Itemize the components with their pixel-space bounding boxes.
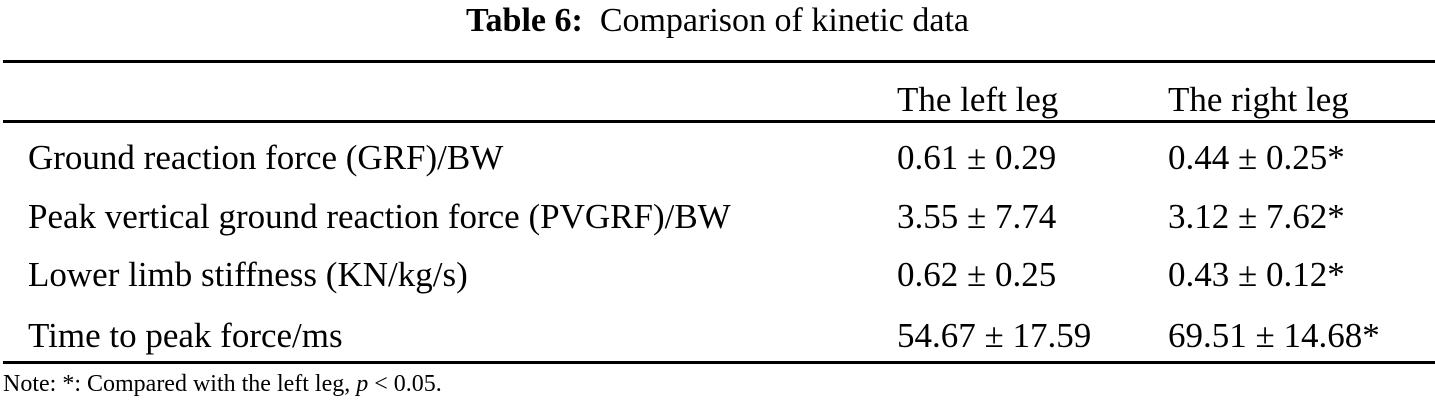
top-rule	[3, 60, 1435, 63]
table-number: Table 6:	[465, 2, 583, 39]
note-prefix: Note: *: Compared with the left leg,	[3, 371, 357, 397]
right-leg-value: 69.51 ± 14.68*	[1168, 316, 1380, 355]
header-right-leg: The right leg	[1168, 80, 1349, 119]
right-leg-value: 0.43 ± 0.12*	[1168, 255, 1345, 294]
row-label: Lower limb stiffness (KN/kg/s)	[28, 255, 468, 294]
table-caption: Table 6: Comparison of kinetic data	[0, 4, 1435, 38]
left-leg-value: 0.62 ± 0.25	[897, 255, 1057, 294]
header-left-leg: The left leg	[897, 80, 1059, 119]
row-label: Ground reaction force (GRF)/BW	[28, 138, 504, 177]
right-leg-value: 3.12 ± 7.62*	[1168, 197, 1345, 236]
bottom-rule	[3, 361, 1435, 364]
note-p: p	[356, 371, 369, 397]
row-label: Time to peak force/ms	[28, 316, 343, 355]
right-leg-value: 0.44 ± 0.25*	[1168, 138, 1345, 177]
table-title: Comparison of kinetic data	[599, 2, 969, 39]
header-rule	[3, 120, 1435, 123]
table-note: Note: *: Compared with the left leg, p <…	[3, 372, 442, 396]
left-leg-value: 54.67 ± 17.59	[897, 316, 1092, 355]
row-label: Peak vertical ground reaction force (PVG…	[28, 197, 731, 236]
note-suffix: < 0.05.	[368, 371, 442, 397]
left-leg-value: 3.55 ± 7.74	[897, 197, 1057, 236]
left-leg-value: 0.61 ± 0.29	[897, 138, 1057, 177]
